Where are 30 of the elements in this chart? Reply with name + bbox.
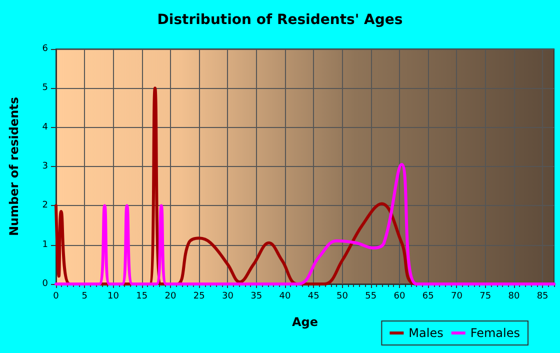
y-tick-label: 4 xyxy=(42,122,48,132)
y-tick-label: 6 xyxy=(42,44,48,54)
y-tick-label: 0 xyxy=(42,279,48,289)
x-axis-title: Age xyxy=(292,315,318,329)
legend-label: Females xyxy=(470,326,520,340)
x-tick-label: 25 xyxy=(193,292,205,302)
y-tick-label: 2 xyxy=(42,200,48,211)
y-tick-label: 3 xyxy=(42,162,48,172)
chart-title: Distribution of Residents' Ages xyxy=(157,12,403,28)
x-tick-label: 50 xyxy=(336,292,348,302)
x-tick-label: 5 xyxy=(82,292,88,302)
x-tick-label: 35 xyxy=(250,292,262,302)
x-tick-label: 15 xyxy=(136,292,148,302)
x-tick-label: 80 xyxy=(508,292,520,302)
x-tick-label: 55 xyxy=(365,292,377,302)
x-tick-label: 60 xyxy=(394,292,406,302)
y-tick-label: 5 xyxy=(42,83,48,94)
y-axis-title: Number of residents xyxy=(7,96,21,236)
y-tick-label: 1 xyxy=(42,240,48,250)
x-tick-label: 65 xyxy=(422,292,434,302)
x-tick-label: 30 xyxy=(222,292,234,302)
x-tick-label: 0 xyxy=(53,292,60,302)
x-tick-label: 85 xyxy=(536,292,548,302)
legend-label: Males xyxy=(408,326,444,340)
x-tick-label: 10 xyxy=(108,292,120,302)
x-tick-label: 45 xyxy=(308,292,320,302)
x-tick-label: 20 xyxy=(164,292,176,302)
x-tick-label: 70 xyxy=(450,292,463,302)
x-tick-label: 75 xyxy=(480,292,492,302)
x-tick-label: 40 xyxy=(279,292,291,302)
